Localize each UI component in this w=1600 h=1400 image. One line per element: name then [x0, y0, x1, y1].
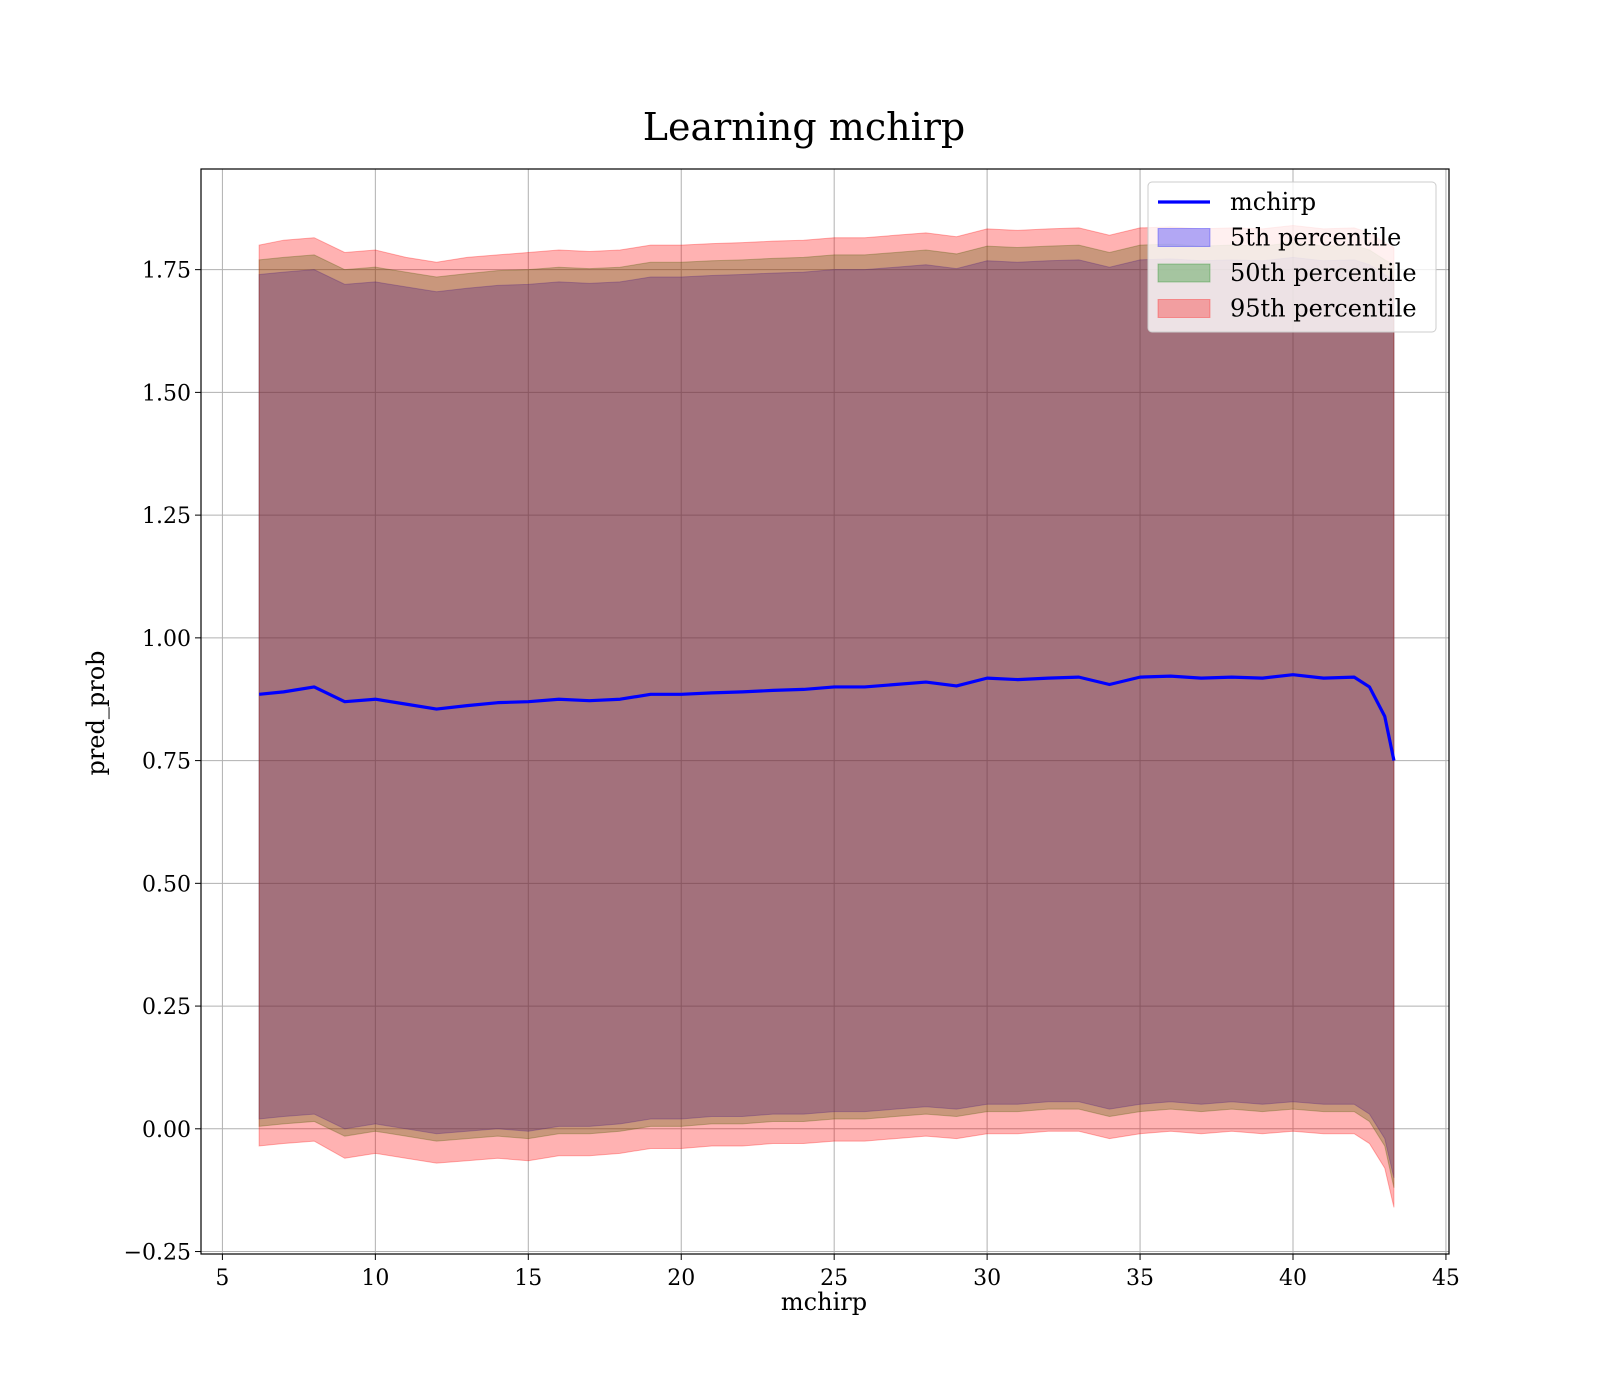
y-tick-label: 1.75 — [142, 259, 191, 284]
series-line-mchirp — [258, 673, 1396, 761]
legend-label-50th-percentile: 50th percentile — [1230, 259, 1417, 287]
x-tick-label: 35 — [1126, 1266, 1154, 1291]
y-tick-label: 0.25 — [142, 995, 191, 1020]
x-tick-label: 30 — [973, 1266, 1001, 1291]
x-tick-label: 25 — [820, 1266, 848, 1291]
legend-box — [1147, 181, 1437, 333]
legend-swatch-50th-percentile — [1157, 263, 1211, 283]
x-tick-label: 40 — [1279, 1266, 1307, 1291]
legend-label-mchirp: mchirp — [1230, 188, 1316, 216]
legend-label-5th-percentile: 5th percentile — [1230, 224, 1401, 252]
x-tick-label: 45 — [1432, 1266, 1460, 1291]
y-tick-label: 0.75 — [142, 750, 191, 775]
y-tick-label: 1.25 — [142, 504, 191, 529]
legend-swatch-5th-percentile — [1157, 228, 1211, 247]
y-tick-label: 0.50 — [142, 872, 191, 897]
chart-title: Learning mchirp — [643, 105, 965, 149]
x-tick-label: 15 — [514, 1266, 542, 1291]
y-tick-label: 1.50 — [142, 381, 191, 406]
x-axis-label: mchirp — [781, 1288, 867, 1316]
x-tick-label: 20 — [667, 1266, 695, 1291]
legend-swatch-95th-percentile — [1157, 299, 1211, 318]
y-tick-label: −0.25 — [124, 1241, 191, 1266]
band-95th-percentile — [258, 224, 1395, 1208]
legend: mchirp 5th percentile 50th percentile 95th … — [1147, 181, 1437, 333]
x-tick-label: 5 — [215, 1266, 229, 1291]
band-50th-percentile — [258, 242, 1395, 1188]
y-tick-label: 0.00 — [142, 1118, 191, 1143]
axes-frame — [200, 168, 1450, 1255]
data-layer — [258, 224, 1396, 1208]
band-5th-percentile — [258, 256, 1395, 1179]
legend-label-95th-percentile: 95th percentile — [1230, 295, 1417, 323]
x-tick-label: 10 — [361, 1266, 389, 1291]
y-axis-label: pred_prob — [82, 650, 110, 775]
plot-area: 5 10 15 20 25 30 35 40 45 −0.25 0.00 0.25 0.50 0.75 1.… — [124, 168, 1460, 1291]
y-tick-label: 1.00 — [142, 627, 191, 652]
